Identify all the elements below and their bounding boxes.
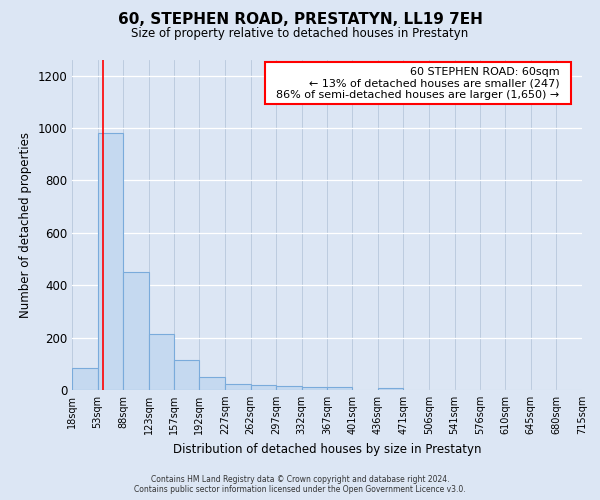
Bar: [378, 388, 403, 390]
Bar: [251, 386, 276, 390]
Bar: [302, 387, 328, 390]
Text: 60, STEPHEN ROAD, PRESTATYN, LL19 7EH: 60, STEPHEN ROAD, PRESTATYN, LL19 7EH: [118, 12, 482, 28]
Bar: [276, 386, 302, 390]
Text: Size of property relative to detached houses in Prestatyn: Size of property relative to detached ho…: [131, 28, 469, 40]
Bar: [149, 334, 174, 390]
Y-axis label: Number of detached properties: Number of detached properties: [19, 132, 32, 318]
Bar: [174, 360, 199, 390]
Bar: [72, 368, 98, 390]
Text: Contains HM Land Registry data © Crown copyright and database right 2024.
Contai: Contains HM Land Registry data © Crown c…: [134, 474, 466, 494]
Bar: [328, 388, 352, 390]
Bar: [123, 272, 149, 390]
X-axis label: Distribution of detached houses by size in Prestatyn: Distribution of detached houses by size …: [173, 442, 481, 456]
Text: 60 STEPHEN ROAD: 60sqm  
  ← 13% of detached houses are smaller (247)  
  86% of: 60 STEPHEN ROAD: 60sqm ← 13% of detached…: [269, 66, 567, 100]
Bar: [98, 134, 123, 390]
Bar: [199, 377, 225, 390]
Bar: [225, 384, 251, 390]
